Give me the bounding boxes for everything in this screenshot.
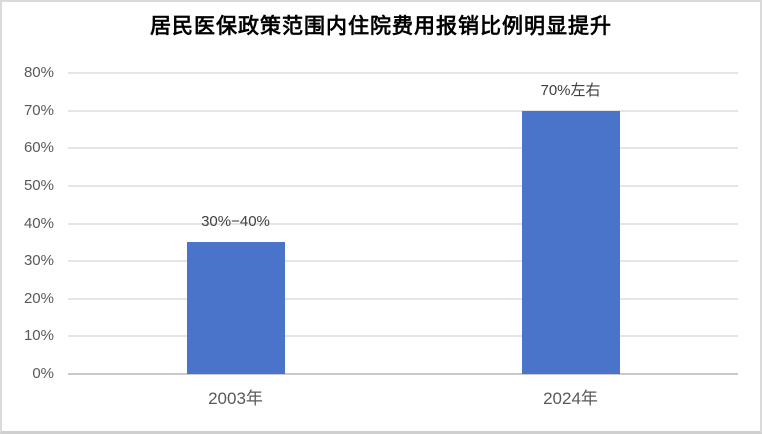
- gridline-30%: [68, 260, 738, 263]
- y-tick-label-80%: 80%: [23, 64, 54, 81]
- y-tick-label-70%: 70%: [23, 101, 54, 119]
- y-tick-label-40%: 40%: [23, 214, 54, 232]
- y-tick-label-30%: 30%: [23, 252, 54, 270]
- x-axis-label-2003年: 2003年: [208, 389, 263, 408]
- gridline-20%: [68, 297, 738, 300]
- y-tick-label-0%: 0%: [32, 365, 54, 382]
- gridline-40%: [68, 222, 738, 225]
- data-label-2003年: 30%−40%: [201, 213, 270, 231]
- gridline-80%: [68, 72, 738, 74]
- y-tick-label-60%: 60%: [23, 139, 54, 157]
- y-tick-label-50%: 50%: [23, 176, 54, 194]
- x-axis-label-2024年: 2024年: [543, 389, 598, 408]
- bar-2024年: [521, 110, 620, 374]
- plot-area: 0% 10% 20% 30% 40% 50% 60% 70% 80% 30%−40% 2003年 70…: [24, 64, 738, 408]
- bar-2003年: [186, 242, 285, 374]
- y-tick-label-20%: 20%: [23, 289, 54, 307]
- gridline-10%: [68, 335, 738, 338]
- gridline-70%: [68, 109, 738, 112]
- gridline-50%: [68, 184, 738, 187]
- gridline-60%: [68, 147, 738, 150]
- x-axis-line: [68, 373, 738, 375]
- y-tick-label-10%: 10%: [23, 327, 54, 345]
- data-label-2024年: 70%左右: [540, 81, 601, 99]
- chart-title: 居民医保政策范围内住院费用报销比例明显提升: [150, 15, 612, 38]
